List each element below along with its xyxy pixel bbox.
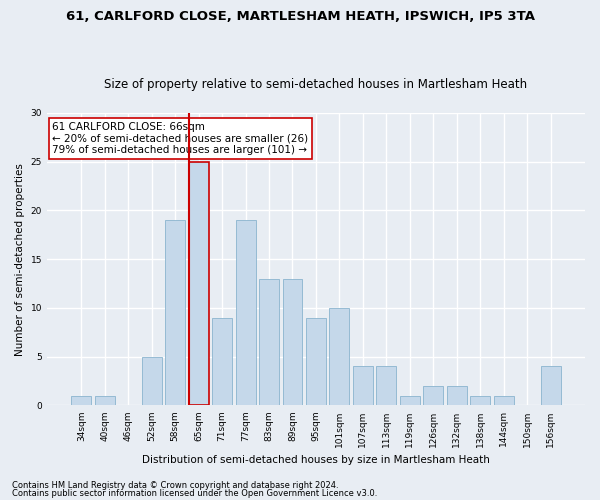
- Bar: [188, 162, 209, 406]
- Y-axis label: Number of semi-detached properties: Number of semi-detached properties: [15, 163, 25, 356]
- Bar: [376, 366, 397, 406]
- Bar: [353, 366, 373, 406]
- Bar: [236, 220, 256, 406]
- Title: Size of property relative to semi-detached houses in Martlesham Heath: Size of property relative to semi-detach…: [104, 78, 527, 91]
- Bar: [71, 396, 91, 406]
- Text: Contains public sector information licensed under the Open Government Licence v3: Contains public sector information licen…: [12, 488, 377, 498]
- Bar: [494, 396, 514, 406]
- Bar: [259, 278, 279, 406]
- Bar: [95, 396, 115, 406]
- Bar: [400, 396, 420, 406]
- Bar: [470, 396, 490, 406]
- Bar: [212, 318, 232, 406]
- Text: 61 CARLFORD CLOSE: 66sqm
← 20% of semi-detached houses are smaller (26)
79% of s: 61 CARLFORD CLOSE: 66sqm ← 20% of semi-d…: [52, 122, 308, 155]
- Bar: [165, 220, 185, 406]
- Bar: [541, 366, 560, 406]
- Bar: [423, 386, 443, 406]
- Bar: [142, 356, 162, 406]
- Bar: [283, 278, 302, 406]
- Bar: [329, 308, 349, 406]
- Bar: [447, 386, 467, 406]
- Text: Contains HM Land Registry data © Crown copyright and database right 2024.: Contains HM Land Registry data © Crown c…: [12, 481, 338, 490]
- X-axis label: Distribution of semi-detached houses by size in Martlesham Heath: Distribution of semi-detached houses by …: [142, 455, 490, 465]
- Text: 61, CARLFORD CLOSE, MARTLESHAM HEATH, IPSWICH, IP5 3TA: 61, CARLFORD CLOSE, MARTLESHAM HEATH, IP…: [65, 10, 535, 23]
- Bar: [306, 318, 326, 406]
